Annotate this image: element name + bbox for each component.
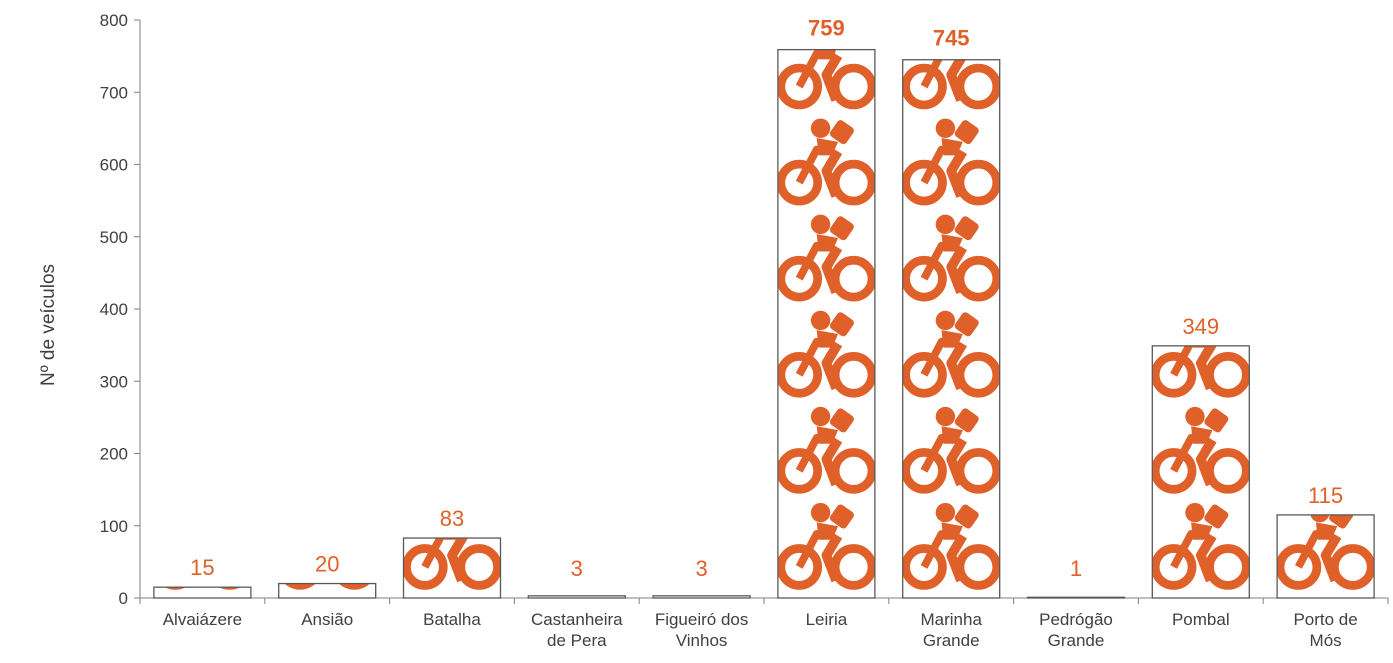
x-axis-labels: Alvaiázere Ansião Batalha Castanheira de Per…: [163, 610, 1358, 650]
data-label: 745: [933, 26, 970, 51]
cyclist-icon: [906, 311, 997, 393]
cyclist-icon: [906, 215, 997, 297]
bar: [278, 582, 377, 599]
cyclist-icon: [1155, 503, 1246, 585]
data-label: 20: [315, 552, 339, 577]
y-axis-title: Nº de veículos: [38, 264, 59, 386]
y-tick-label: 500: [100, 228, 128, 247]
y-axis-ticks: 0 100 200 300 400 500 600 700 800: [100, 11, 140, 608]
y-tick-label: 600: [100, 156, 128, 175]
data-label: 759: [808, 16, 845, 41]
bar-outline: [777, 48, 876, 599]
bar-outline: [153, 586, 252, 599]
data-label: 3: [695, 556, 707, 581]
bar-outline: [527, 595, 626, 599]
y-tick-label: 0: [119, 589, 128, 608]
cyclist-icon: [781, 119, 872, 201]
bar-outline: [1151, 345, 1250, 599]
y-tick-label: 400: [100, 300, 128, 319]
cyclist-icon: [781, 215, 872, 297]
x-tick-label: Pedrógão Grande: [1039, 610, 1113, 650]
bar-outline: [1276, 514, 1375, 599]
bar-outline: [1026, 596, 1126, 599]
bar-outline: [278, 582, 377, 599]
y-tick-label: 300: [100, 372, 128, 391]
y-tick-label: 700: [100, 83, 128, 102]
cyclist-icon: [906, 503, 997, 585]
bar-outline: [402, 537, 502, 599]
data-label: 349: [1182, 314, 1219, 339]
x-tick-label: Ansião: [301, 610, 353, 629]
bar: [777, 22, 876, 599]
bar-icon-stack: [906, 22, 997, 585]
bar: [1151, 311, 1250, 599]
data-label: 83: [440, 506, 464, 531]
x-tick-label: Batalha: [423, 610, 481, 629]
data-label: 3: [571, 556, 583, 581]
x-tick-label: Alvaiázere: [163, 610, 242, 629]
x-tick-label: Marinha Grande: [920, 610, 982, 650]
bar: [902, 22, 1001, 599]
bar: [652, 595, 751, 599]
data-label: 1: [1070, 556, 1082, 581]
x-tick-label: Leiria: [806, 610, 848, 629]
bars: [153, 22, 1375, 599]
data-label: 115: [1308, 483, 1343, 508]
cyclist-icon: [781, 311, 872, 393]
bar: [527, 595, 626, 599]
bar: [402, 537, 502, 599]
cyclist-icon: [1155, 407, 1246, 489]
cyclist-icon: [906, 119, 997, 201]
bar-outline: [652, 595, 751, 599]
x-tick-label: Figueiró dos Vinhos: [655, 610, 749, 650]
cyclist-icon: [781, 407, 872, 489]
data-label: 15: [190, 555, 214, 580]
bar-icon-stack: [781, 22, 872, 585]
x-tick-label: Pombal: [1172, 610, 1230, 629]
bar-outline: [902, 59, 1001, 599]
y-tick-label: 100: [100, 517, 128, 536]
cyclist-icon: [906, 407, 997, 489]
y-tick-label: 800: [100, 11, 128, 30]
bar: [1026, 596, 1126, 599]
y-tick-label: 200: [100, 445, 128, 464]
bar-icon-stack: [1155, 311, 1246, 586]
x-tick-label: Castanheira de Pera: [531, 610, 623, 650]
bar: [1276, 514, 1375, 599]
x-tick-label: Porto de Mós: [1293, 610, 1357, 650]
data-labels: 15 20 83 3 3 759 745 1 349 115: [190, 16, 1343, 581]
bar: [153, 586, 252, 599]
cyclist-icon: [781, 503, 872, 585]
